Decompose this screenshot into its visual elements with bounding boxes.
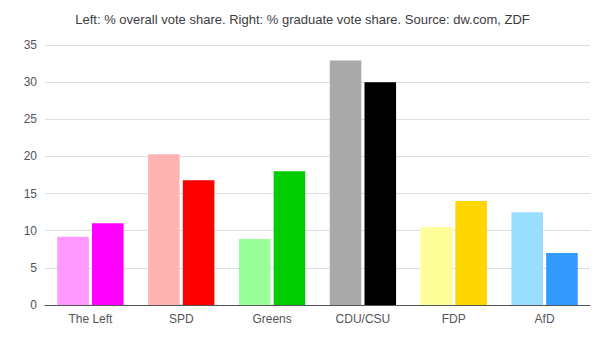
svg-text:30: 30 (24, 75, 38, 89)
svg-text:20: 20 (24, 149, 38, 163)
svg-text:15: 15 (24, 187, 38, 201)
svg-text:Left: % overall vote share. Ri: Left: % overall vote share. Right: % gra… (75, 12, 530, 27)
svg-text:FDP: FDP (442, 312, 466, 326)
svg-text:CDU/CSU: CDU/CSU (336, 312, 391, 326)
svg-text:5: 5 (30, 261, 37, 275)
svg-text:25: 25 (24, 112, 38, 126)
svg-text:10: 10 (24, 224, 38, 238)
svg-text:AfD: AfD (535, 312, 555, 326)
svg-text:SPD: SPD (169, 312, 194, 326)
svg-text:The Left: The Left (68, 312, 113, 326)
svg-text:35: 35 (24, 38, 38, 52)
svg-text:Greens: Greens (252, 312, 291, 326)
svg-text:0: 0 (30, 298, 37, 312)
